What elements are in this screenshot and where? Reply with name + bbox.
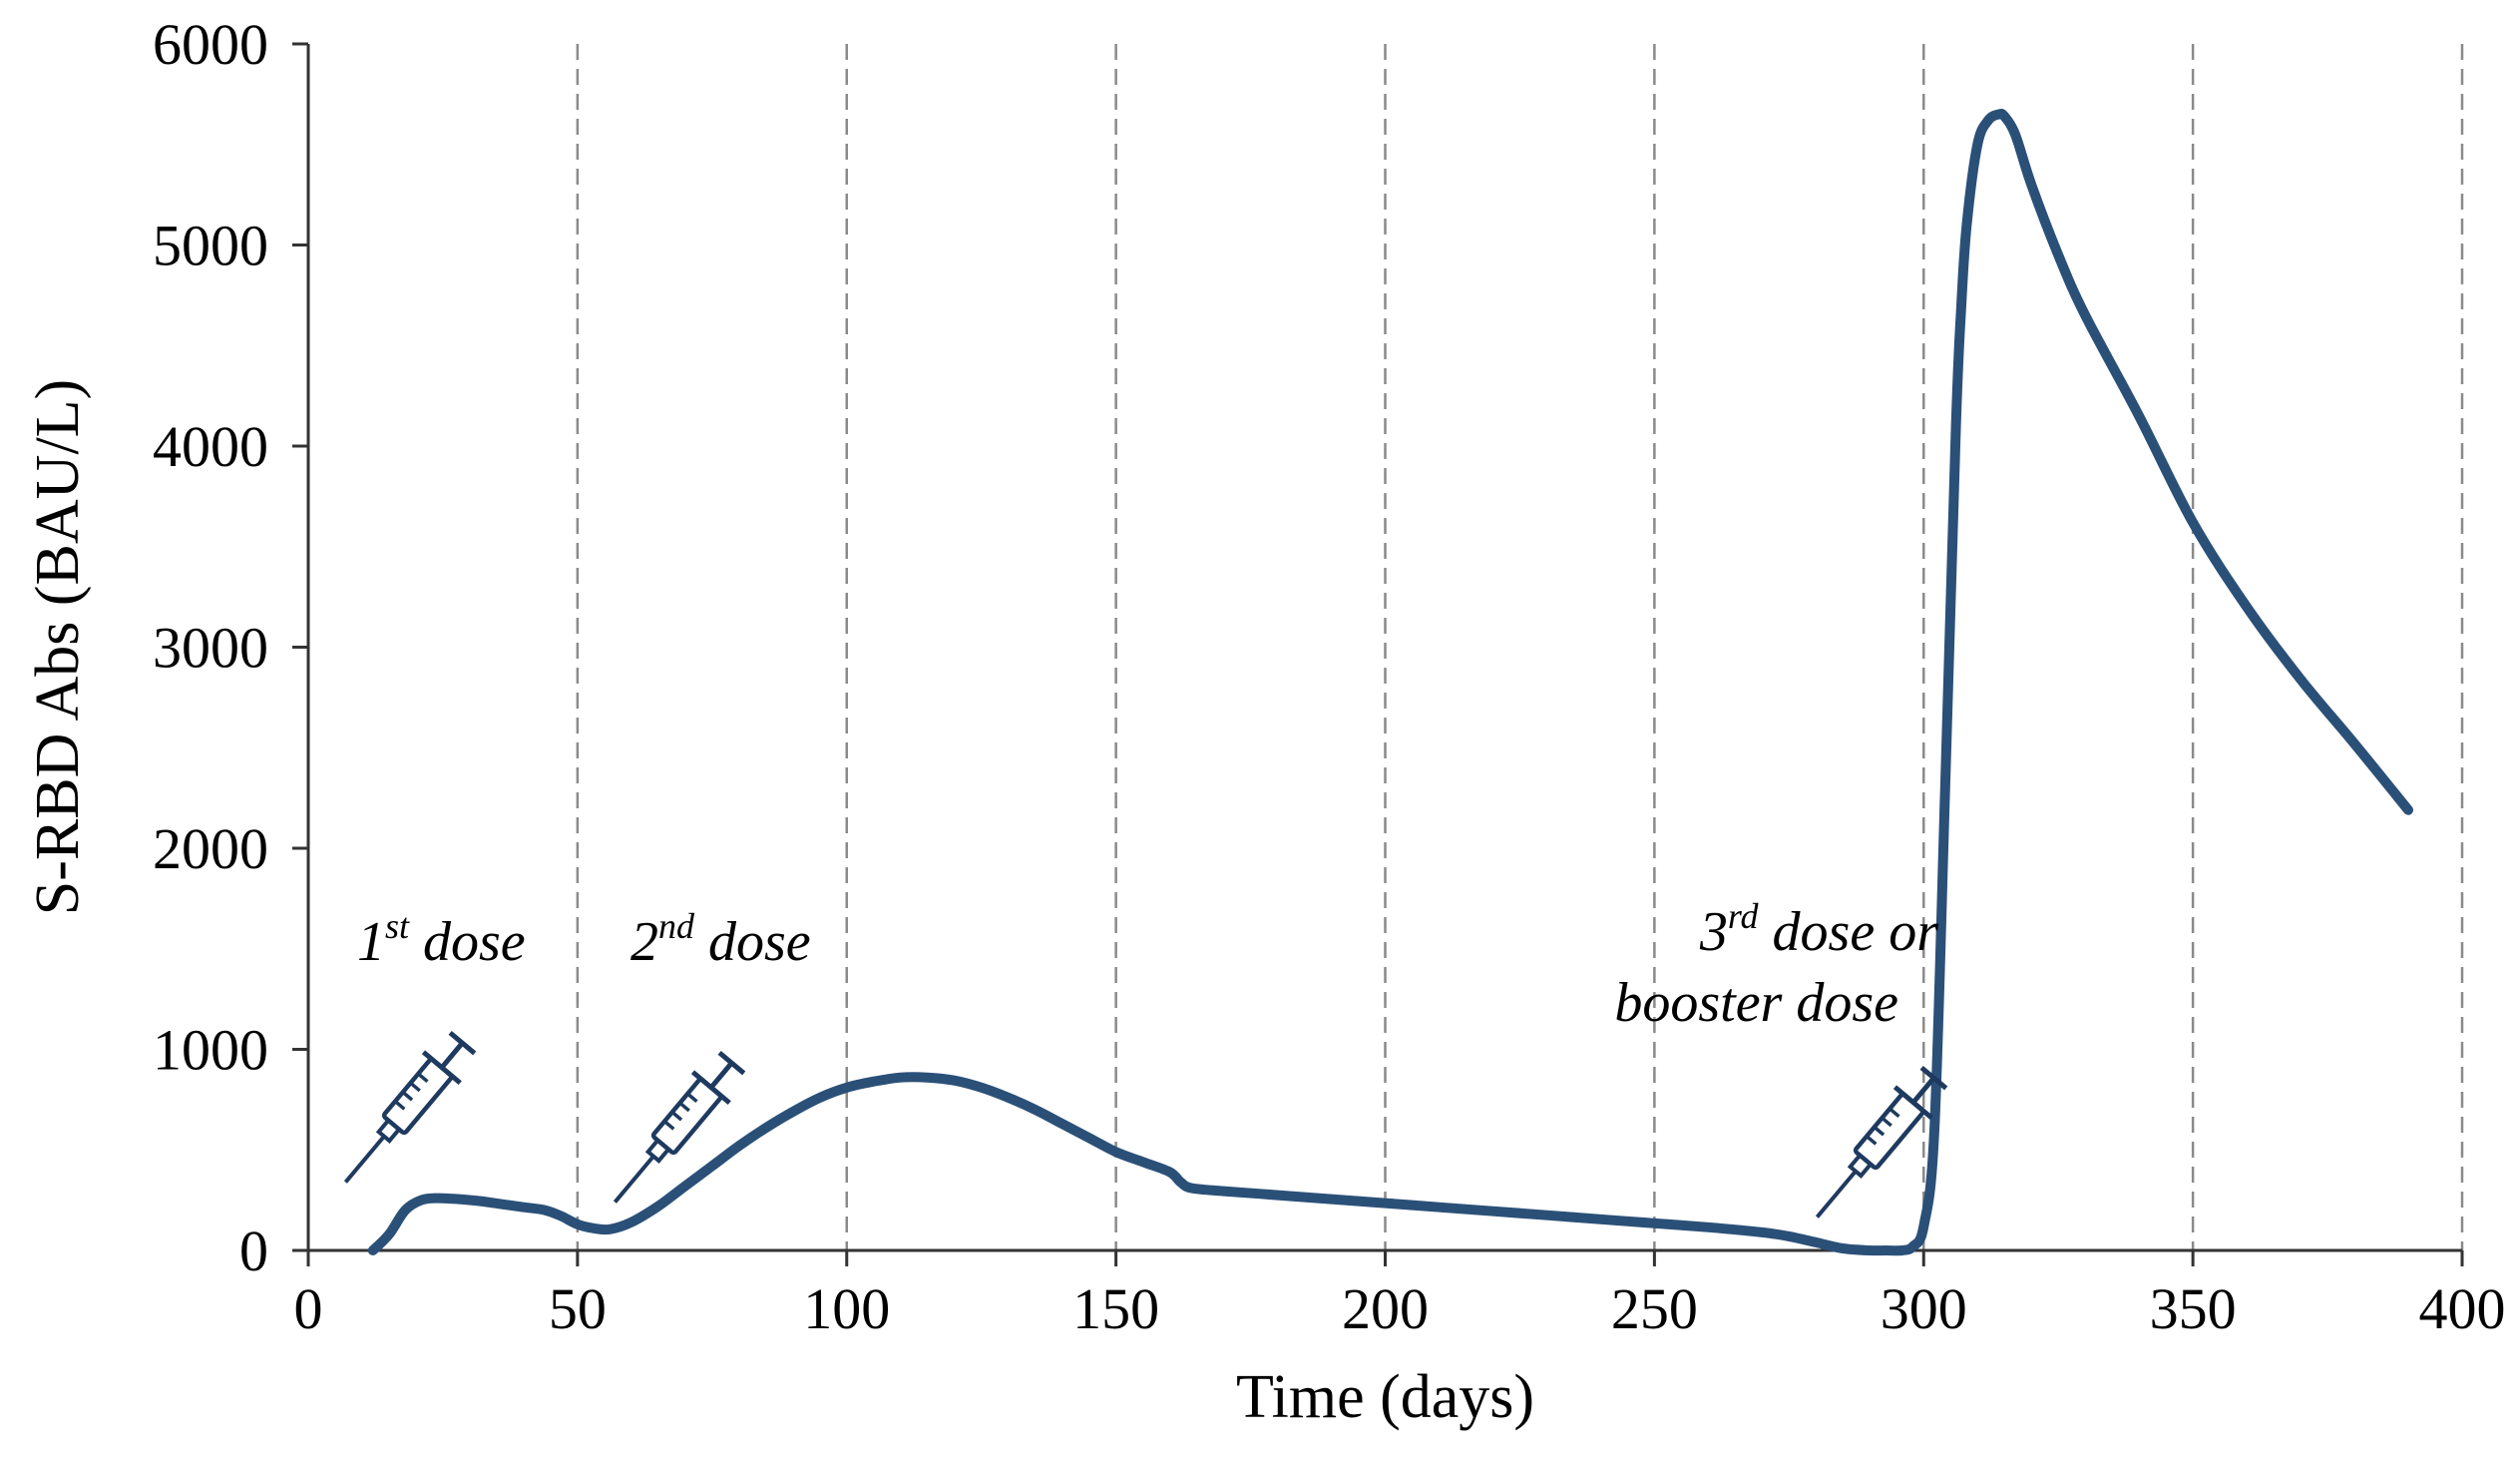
y-tick-label-1000: 1000 — [153, 1018, 268, 1083]
x-tick-label-100: 100 — [803, 1276, 890, 1341]
y-tick-label-5000: 5000 — [153, 214, 268, 278]
y-tick-label-2000: 2000 — [153, 816, 268, 881]
third-dose-annotation-line2: booster dose — [1614, 972, 1898, 1034]
third-dose-number: 3 — [1699, 901, 1728, 963]
x-tick-label-350: 350 — [2150, 1276, 2237, 1341]
y-tick-label-6000: 6000 — [153, 12, 268, 77]
y-axis-title: S-RBD Abs (BAU/L) — [24, 379, 92, 915]
y-tick-label-0: 0 — [239, 1218, 268, 1283]
x-tick-label-250: 250 — [1611, 1276, 1698, 1341]
syringe-icons — [343, 1030, 1948, 1218]
second-dose-text: dose — [694, 911, 811, 973]
x-tick-label-150: 150 — [1072, 1276, 1159, 1341]
first-dose-text: dose — [409, 911, 526, 973]
second-dose-suffix: nd — [658, 906, 695, 946]
syringe-icon — [613, 1050, 746, 1204]
x-tick-label-300: 300 — [1881, 1276, 1967, 1341]
x-tick-label-200: 200 — [1342, 1276, 1429, 1341]
syringe-icon — [343, 1030, 477, 1184]
y-tick-label-3000: 3000 — [153, 616, 268, 681]
first-dose-number: 1 — [357, 911, 385, 973]
second-dose-number: 2 — [630, 911, 658, 973]
first-dose-annotation: 1st dose — [357, 906, 526, 973]
third-dose-annotation-line1: 3rd dose or — [1699, 896, 1938, 963]
x-tick-label-400: 400 — [2419, 1276, 2506, 1341]
third-dose-text: dose or — [1759, 901, 1939, 963]
vertical-gridlines — [576, 44, 2464, 1250]
third-dose-suffix: rd — [1728, 896, 1760, 936]
x-tick-label-50: 50 — [549, 1276, 607, 1341]
series-line — [367, 109, 2413, 1256]
x-axis-title: Time (days) — [1236, 1363, 1534, 1431]
second-dose-annotation: 2nd dose — [630, 906, 811, 973]
first-dose-suffix: st — [385, 906, 410, 946]
x-tick-label-0: 0 — [294, 1276, 323, 1341]
tick-labels: 0 1000 2000 3000 4000 5000 6000 0 50 100 150 200 250… — [153, 12, 2506, 1341]
syringe-icon — [1815, 1065, 1948, 1218]
y-tick-label-4000: 4000 — [153, 414, 268, 479]
axes — [292, 42, 2464, 1266]
